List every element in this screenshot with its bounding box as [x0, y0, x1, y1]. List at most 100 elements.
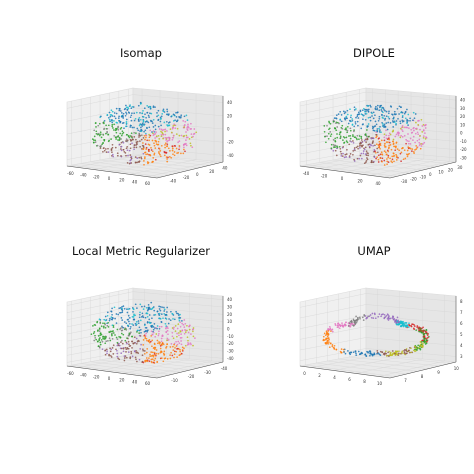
scatter-point — [117, 344, 120, 347]
scatter-point — [353, 147, 356, 149]
y-tick-label: 10 — [454, 366, 460, 371]
scatter-point — [376, 156, 378, 158]
scatter-point — [122, 141, 125, 144]
scatter-point — [163, 312, 166, 315]
scatter-point — [344, 153, 347, 156]
scatter-point — [387, 147, 390, 150]
scatter-point — [379, 147, 381, 150]
scatter-point — [93, 139, 95, 141]
scatter-point — [140, 126, 142, 129]
scatter-point — [397, 352, 400, 355]
scatter-point — [323, 130, 326, 133]
scatter-point — [146, 153, 149, 155]
scatter-point — [349, 108, 351, 111]
scatter-point — [424, 124, 427, 127]
scatter-point — [132, 324, 135, 326]
x-gridline — [128, 289, 219, 364]
scatter-point — [369, 314, 372, 316]
scatter-point — [172, 136, 174, 139]
scatter-point — [377, 154, 380, 157]
scatter-point — [394, 320, 397, 323]
scatter-point — [111, 334, 113, 337]
x-gridline — [71, 101, 162, 178]
scatter-point — [124, 346, 127, 349]
scatter-point — [132, 316, 135, 318]
scatter-point — [179, 350, 182, 353]
scatter-point — [378, 137, 380, 139]
scatter-point — [361, 113, 364, 116]
scatter-point — [122, 112, 125, 115]
z-tick-label: 8 — [460, 299, 463, 304]
scatter-point — [116, 355, 119, 358]
scatter-point — [116, 344, 119, 347]
scatter-point — [187, 126, 190, 129]
scatter-point — [156, 361, 159, 363]
scatter-point — [370, 352, 372, 355]
scatter-point — [150, 335, 153, 337]
scatter-point — [104, 337, 107, 340]
scatter-point — [160, 337, 163, 340]
scatter-point — [372, 317, 375, 319]
scatter-point — [376, 350, 379, 352]
scatter-point — [136, 157, 139, 159]
scatter-point — [369, 116, 372, 119]
scatter-point — [183, 326, 186, 328]
scatter-point — [130, 107, 133, 110]
scatter-point — [403, 149, 406, 152]
scatter-point — [355, 108, 357, 110]
scatter-point — [155, 141, 158, 143]
lmr-title: Local Metric Regularizer — [72, 244, 210, 258]
scatter-point — [133, 350, 136, 352]
scatter-point — [180, 116, 182, 118]
scatter-point — [99, 332, 102, 334]
scatter-point — [359, 154, 362, 157]
z-tick-label: -10 — [227, 334, 234, 339]
scatter-point — [368, 145, 371, 148]
scatter-point — [390, 106, 393, 108]
scatter-point — [126, 162, 129, 164]
scatter-point — [109, 317, 111, 320]
scatter-point — [143, 350, 146, 352]
scatter-point — [374, 313, 376, 316]
scatter-point — [107, 116, 110, 119]
scatter-point — [141, 312, 144, 315]
scatter-point — [146, 139, 149, 142]
scatter-point — [381, 160, 383, 163]
scatter-point — [148, 360, 151, 363]
y-gridline — [333, 291, 400, 371]
scatter-point — [147, 329, 149, 332]
scatter-point — [372, 137, 375, 140]
scatter-point — [153, 153, 156, 156]
scatter-point — [175, 310, 177, 313]
scatter-point — [160, 115, 163, 118]
scatter-point — [339, 137, 342, 140]
z-tick-label: -10 — [460, 139, 467, 144]
z-gridline — [66, 350, 224, 363]
scatter-point — [402, 322, 404, 325]
scatter-point — [122, 131, 125, 134]
scatter-point — [167, 156, 169, 159]
scatter-point — [366, 316, 369, 319]
scatter-point — [420, 345, 422, 348]
scatter-point — [148, 338, 151, 341]
scatter-points — [323, 104, 428, 166]
scatter-point — [385, 352, 388, 355]
scatter-point — [117, 135, 120, 137]
scatter-point — [395, 141, 398, 144]
scatter-point — [142, 110, 144, 112]
scatter-point — [180, 152, 182, 155]
scatter-point — [345, 156, 347, 158]
scatter-point — [357, 350, 360, 353]
scatter-point — [184, 329, 187, 332]
scatter-point — [125, 329, 128, 331]
scatter-point — [171, 335, 174, 338]
scatter-point — [322, 335, 325, 338]
scatter-point — [332, 144, 335, 146]
scatter-point — [407, 153, 409, 156]
scatter-point — [123, 355, 126, 357]
scatter-point — [377, 161, 380, 163]
x-tick-label: 10 — [377, 381, 383, 386]
scatter-point — [400, 126, 403, 129]
scatter-point — [154, 124, 157, 127]
scatter-point — [338, 145, 341, 148]
